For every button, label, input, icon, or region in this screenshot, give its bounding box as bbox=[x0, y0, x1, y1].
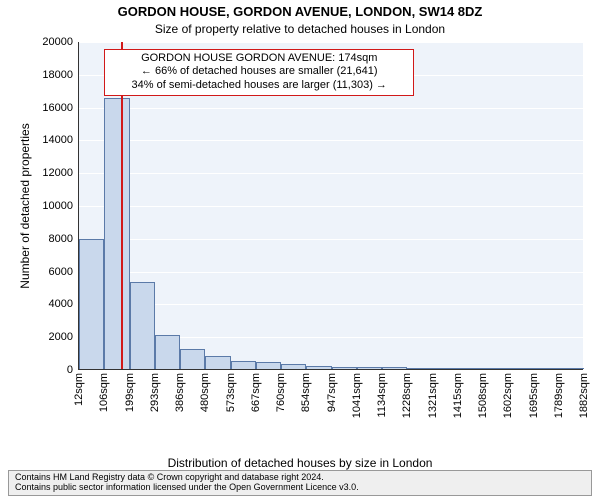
gridline bbox=[79, 173, 583, 174]
y-tick-label: 4000 bbox=[49, 298, 79, 310]
gridline bbox=[79, 108, 583, 109]
x-tick-label: 667sqm bbox=[250, 369, 262, 412]
plot-area: 0200040006000800010000120001400016000180… bbox=[78, 42, 583, 370]
y-axis-label: Number of detached properties bbox=[18, 123, 32, 288]
x-tick-label: 947sqm bbox=[326, 369, 338, 412]
x-tick-label: 386sqm bbox=[174, 369, 186, 412]
histogram-bar bbox=[104, 98, 129, 369]
annotation-line: 34% of semi-detached houses are larger (… bbox=[109, 79, 409, 93]
x-tick-label: 1134sqm bbox=[376, 369, 388, 417]
x-tick-label: 199sqm bbox=[124, 369, 136, 412]
y-tick-label: 18000 bbox=[42, 69, 79, 81]
chart-subtitle: Size of property relative to detached ho… bbox=[0, 22, 600, 36]
y-tick-label: 20000 bbox=[42, 36, 79, 48]
y-tick-label: 14000 bbox=[42, 134, 79, 146]
gridline bbox=[79, 239, 583, 240]
y-tick-label: 12000 bbox=[42, 167, 79, 179]
gridline bbox=[79, 42, 583, 43]
x-tick-label: 1882sqm bbox=[578, 369, 590, 418]
y-tick-label: 6000 bbox=[49, 266, 79, 278]
x-tick-label: 1041sqm bbox=[351, 369, 363, 418]
x-tick-label: 106sqm bbox=[98, 369, 110, 412]
annotation-line: ← 66% of detached houses are smaller (21… bbox=[109, 65, 409, 79]
histogram-bar bbox=[205, 356, 230, 369]
x-tick-label: 480sqm bbox=[199, 369, 211, 412]
y-tick-label: 10000 bbox=[42, 200, 79, 212]
gridline bbox=[79, 272, 583, 273]
histogram-bar bbox=[79, 239, 104, 369]
x-tick-label: 573sqm bbox=[225, 369, 237, 412]
y-tick-label: 16000 bbox=[42, 102, 79, 114]
x-tick-label: 760sqm bbox=[275, 369, 287, 412]
x-tick-label: 1508sqm bbox=[477, 369, 489, 418]
histogram-bar bbox=[231, 361, 256, 369]
gridline bbox=[79, 140, 583, 141]
x-tick-label: 1695sqm bbox=[528, 369, 540, 418]
x-tick-label: 1228sqm bbox=[401, 369, 413, 418]
histogram-bar bbox=[180, 349, 205, 369]
annotation-box: GORDON HOUSE GORDON AVENUE: 174sqm← 66% … bbox=[104, 49, 414, 96]
x-tick-label: 293sqm bbox=[149, 369, 161, 412]
histogram-bar bbox=[130, 282, 155, 369]
x-tick-label: 1321sqm bbox=[427, 369, 439, 418]
chart-title: GORDON HOUSE, GORDON AVENUE, LONDON, SW1… bbox=[0, 4, 600, 19]
y-tick-label: 2000 bbox=[49, 331, 79, 343]
annotation-line: GORDON HOUSE GORDON AVENUE: 174sqm bbox=[109, 52, 409, 66]
footer-line-2: Contains public sector information licen… bbox=[15, 483, 585, 493]
x-tick-label: 12sqm bbox=[73, 369, 85, 406]
x-tick-label: 1602sqm bbox=[502, 369, 514, 418]
chart-container: GORDON HOUSE, GORDON AVENUE, LONDON, SW1… bbox=[0, 0, 600, 500]
x-tick-label: 854sqm bbox=[300, 369, 312, 412]
x-tick-label: 1415sqm bbox=[452, 369, 464, 418]
y-tick-label: 8000 bbox=[49, 233, 79, 245]
footer: Contains HM Land Registry data © Crown c… bbox=[8, 470, 592, 496]
histogram-bar bbox=[155, 335, 180, 369]
x-tick-label: 1789sqm bbox=[553, 369, 565, 418]
x-axis-label: Distribution of detached houses by size … bbox=[0, 456, 600, 470]
gridline bbox=[79, 206, 583, 207]
